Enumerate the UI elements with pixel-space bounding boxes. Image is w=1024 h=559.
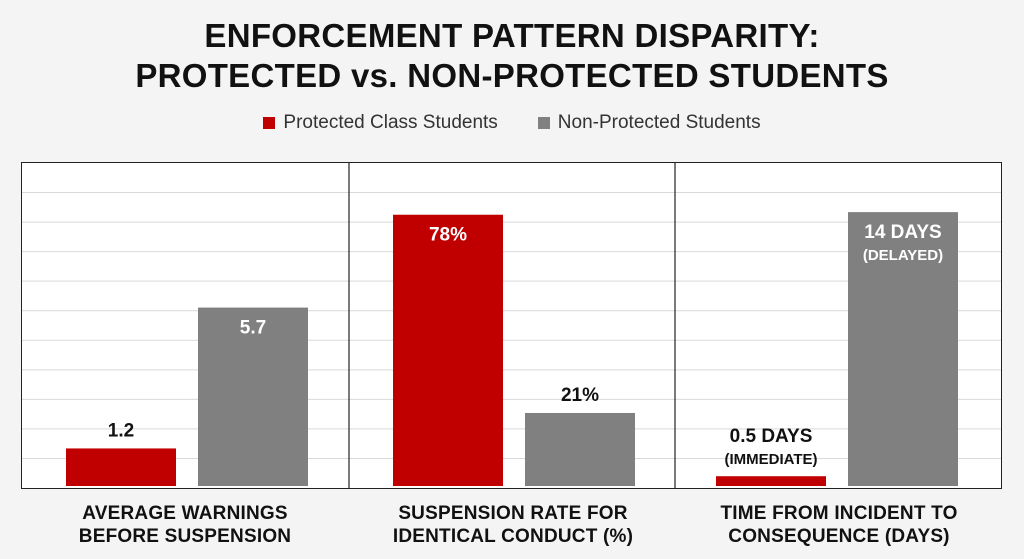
category-label-warnings-line-1: AVERAGE WARNINGS [82, 503, 288, 524]
chart-title-line-2: PROTECTED vs. NON-PROTECTED STUDENTS [135, 57, 889, 94]
data-label-0-1-0: 5.7 [240, 318, 266, 339]
category-label-warnings-line-2: BEFORE SUSPENSION [78, 526, 292, 547]
category-label-time-line-1: TIME FROM INCIDENT TO [720, 503, 958, 524]
category-label-time: TIME FROM INCIDENT TO CONSEQUENCE (DAYS) [675, 502, 1003, 548]
category-label-warnings: AVERAGE WARNINGS BEFORE SUSPENSION [21, 502, 349, 548]
data-label-2-0-0: 0.5 DAYS [730, 426, 813, 447]
bar-2-0 [716, 476, 826, 486]
chart-title-line-1: ENFORCEMENT PATTERN DISPARITY: [204, 17, 820, 54]
category-label-suspension-rate-line-1: SUSPENSION RATE FOR [398, 503, 628, 524]
data-label-1-1-0: 21% [561, 385, 599, 406]
legend-item-non-protected: Non-Protected Students [537, 112, 761, 134]
plot-frame [21, 162, 1002, 489]
bar-2-1 [848, 212, 958, 486]
data-label-2-1-0: 14 DAYS [864, 222, 941, 243]
legend-item-protected: Protected Class Students [263, 112, 498, 134]
data-label-2-0-1: (IMMEDIATE) [724, 451, 817, 468]
bar-1-0 [393, 214, 503, 486]
bar-0-0 [66, 448, 176, 486]
legend: Protected Class Students Non-Protected S… [0, 112, 1024, 134]
legend-label-non-protected: Non-Protected Students [557, 112, 761, 133]
bar-0-1 [198, 307, 308, 486]
legend-label-protected: Protected Class Students [283, 112, 498, 133]
data-label-0-0-0: 1.2 [108, 420, 134, 441]
category-label-suspension-rate: SUSPENSION RATE FOR IDENTICAL CONDUCT (%… [349, 502, 677, 548]
legend-swatch-non-protected [537, 117, 550, 129]
bar-1-1 [525, 412, 635, 486]
category-label-suspension-rate-line-2: IDENTICAL CONDUCT (%) [392, 526, 634, 547]
data-label-2-1-1: (DELAYED) [863, 247, 943, 264]
legend-swatch-protected [263, 117, 276, 129]
category-label-time-line-2: CONSEQUENCE (DAYS) [728, 526, 950, 547]
data-label-1-0-0: 78% [429, 225, 467, 246]
